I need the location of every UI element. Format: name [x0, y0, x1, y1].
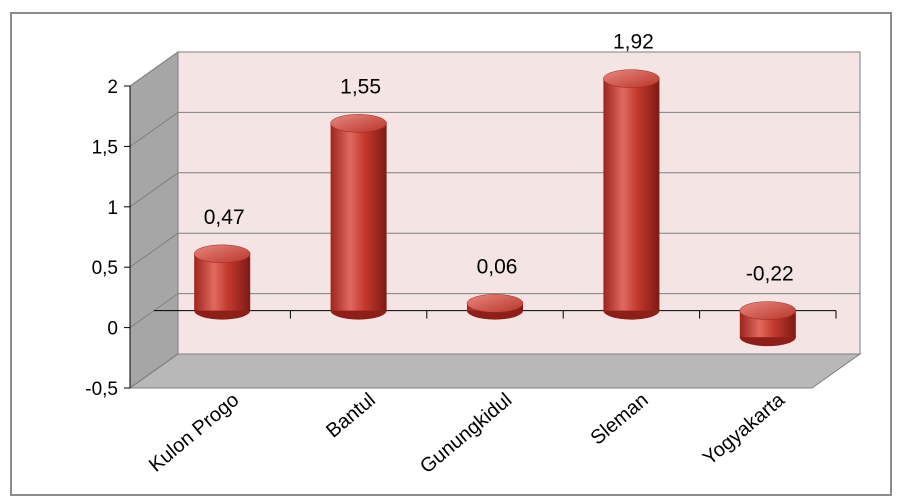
- data-label: -0,22: [746, 263, 794, 286]
- gridlines: [129, 51, 860, 389]
- gridline-side: [129, 111, 179, 147]
- floor: [128, 353, 862, 389]
- gridline-side: [129, 172, 179, 208]
- gridline-side: [129, 353, 179, 389]
- gridline-side: [129, 232, 179, 268]
- y-tick-label: -0,5: [85, 379, 118, 400]
- y-tick-label: 1: [107, 198, 118, 219]
- data-label: 0,47: [204, 206, 245, 229]
- bar: 1,55: [330, 75, 428, 320]
- bar-top: [603, 69, 660, 88]
- x-tick-label: Gunungkidul: [416, 389, 516, 478]
- data-label: 1,92: [613, 31, 654, 54]
- bar-body: [330, 123, 387, 311]
- bar: 0,47: [193, 206, 291, 320]
- bar-body: [194, 253, 251, 311]
- y-tick-label: 0,5: [92, 258, 118, 279]
- gridline-side: [129, 51, 179, 87]
- bar-body: [603, 78, 660, 311]
- bar: 1,92: [603, 31, 701, 320]
- y-tick-label: 1,5: [92, 137, 118, 158]
- x-tick-label: Sleman: [587, 389, 653, 449]
- x-tick-label: Yogyakarta: [699, 388, 790, 469]
- bar: -0,22: [739, 263, 837, 347]
- x-tick-label: Bantul: [322, 389, 380, 442]
- bar: 0,06: [466, 255, 564, 320]
- data-label: 0,06: [477, 255, 518, 278]
- bars: 0,47 1,55 0,06 1,92 -0,22: [193, 31, 837, 347]
- y-tick-label: 2: [107, 77, 118, 98]
- chart-svg: -0,5 0 0,5 1 1,5 2 0,47 1,55 0,06 1,92 -0,22 Kulo…: [85, 31, 862, 478]
- x-axis-labels: Kulon Progo Bantul Gunungkidul Sleman Yogyak…: [145, 388, 790, 478]
- bar-top: [466, 294, 524, 313]
- bar-top: [330, 114, 387, 133]
- side-wall: [129, 51, 179, 389]
- data-label: 1,55: [340, 75, 381, 98]
- bar-top: [193, 244, 251, 264]
- chart-frame: -0,5 0 0,5 1 1,5 2 0,47 1,55 0,06 1,92 -0,22 Kulo…: [10, 12, 892, 496]
- bar-top: [739, 301, 797, 320]
- y-tick-label: 0: [107, 319, 118, 340]
- x-tick-label: Kulon Progo: [145, 389, 243, 477]
